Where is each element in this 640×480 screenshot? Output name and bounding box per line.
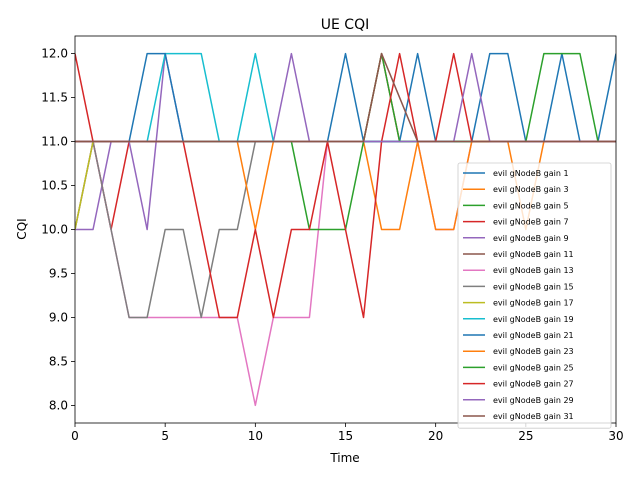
y-tick-label: 8.5: [49, 354, 68, 368]
y-tick-label: 9.0: [49, 310, 68, 324]
legend-label: evil gNodeB gain 3: [493, 185, 569, 194]
legend-label: evil gNodeB gain 1: [493, 169, 569, 178]
chart-title: UE CQI: [321, 17, 369, 33]
legend-label: evil gNodeB gain 13: [493, 266, 574, 275]
x-axis: 0 5 10 15 20 25 30: [71, 423, 624, 443]
plot-area: [74, 35, 617, 424]
y-tick-label: 10.0: [41, 223, 68, 237]
y-tick-label: 12.0: [41, 47, 68, 61]
x-tick-label: 15: [338, 429, 353, 443]
legend-label: evil gNodeB gain 31: [493, 412, 574, 421]
x-tick-label: 5: [161, 429, 169, 443]
x-tick-label: 10: [248, 429, 263, 443]
x-tick-label: 20: [428, 429, 443, 443]
y-tick-label: 9.5: [49, 266, 68, 280]
legend-label: evil gNodeB gain 23: [493, 347, 574, 356]
x-tick-label: 0: [71, 429, 79, 443]
legend-label: evil gNodeB gain 11: [493, 250, 574, 259]
legend-label: evil gNodeB gain 5: [493, 201, 569, 210]
legend-label: evil gNodeB gain 19: [493, 315, 574, 324]
y-axis: 8.0 8.5 9.0 9.5 10.0 10.5 11.0 11.5 12.0: [41, 47, 75, 412]
x-tick-label: 25: [518, 429, 533, 443]
series-line-16: [75, 52, 616, 143]
legend-label: evil gNodeB gain 29: [493, 396, 574, 405]
legend-label: evil gNodeB gain 17: [493, 299, 574, 308]
legend-label: evil gNodeB gain 21: [493, 331, 574, 340]
legend-label: evil gNodeB gain 15: [493, 282, 574, 291]
legend-box: [457, 162, 612, 429]
y-tick-label: 11.0: [41, 135, 68, 149]
x-axis-title: Time: [329, 451, 359, 465]
legend-label: evil gNodeB gain 7: [493, 218, 569, 227]
legend-label: evil gNodeB gain 25: [493, 363, 574, 372]
legend: evil gNodeB gain 1 evil gNodeB gain 3 evil…: [457, 162, 612, 429]
x-tick-label: 30: [608, 429, 623, 443]
y-tick-label: 11.5: [41, 91, 68, 105]
legend-label: evil gNodeB gain 9: [493, 234, 569, 243]
y-tick-label: 10.5: [41, 179, 68, 193]
y-tick-label: 8.0: [49, 398, 68, 412]
series-layer: [75, 52, 616, 407]
legend-label: evil gNodeB gain 27: [493, 380, 574, 389]
y-axis-title: CQI: [15, 218, 29, 239]
